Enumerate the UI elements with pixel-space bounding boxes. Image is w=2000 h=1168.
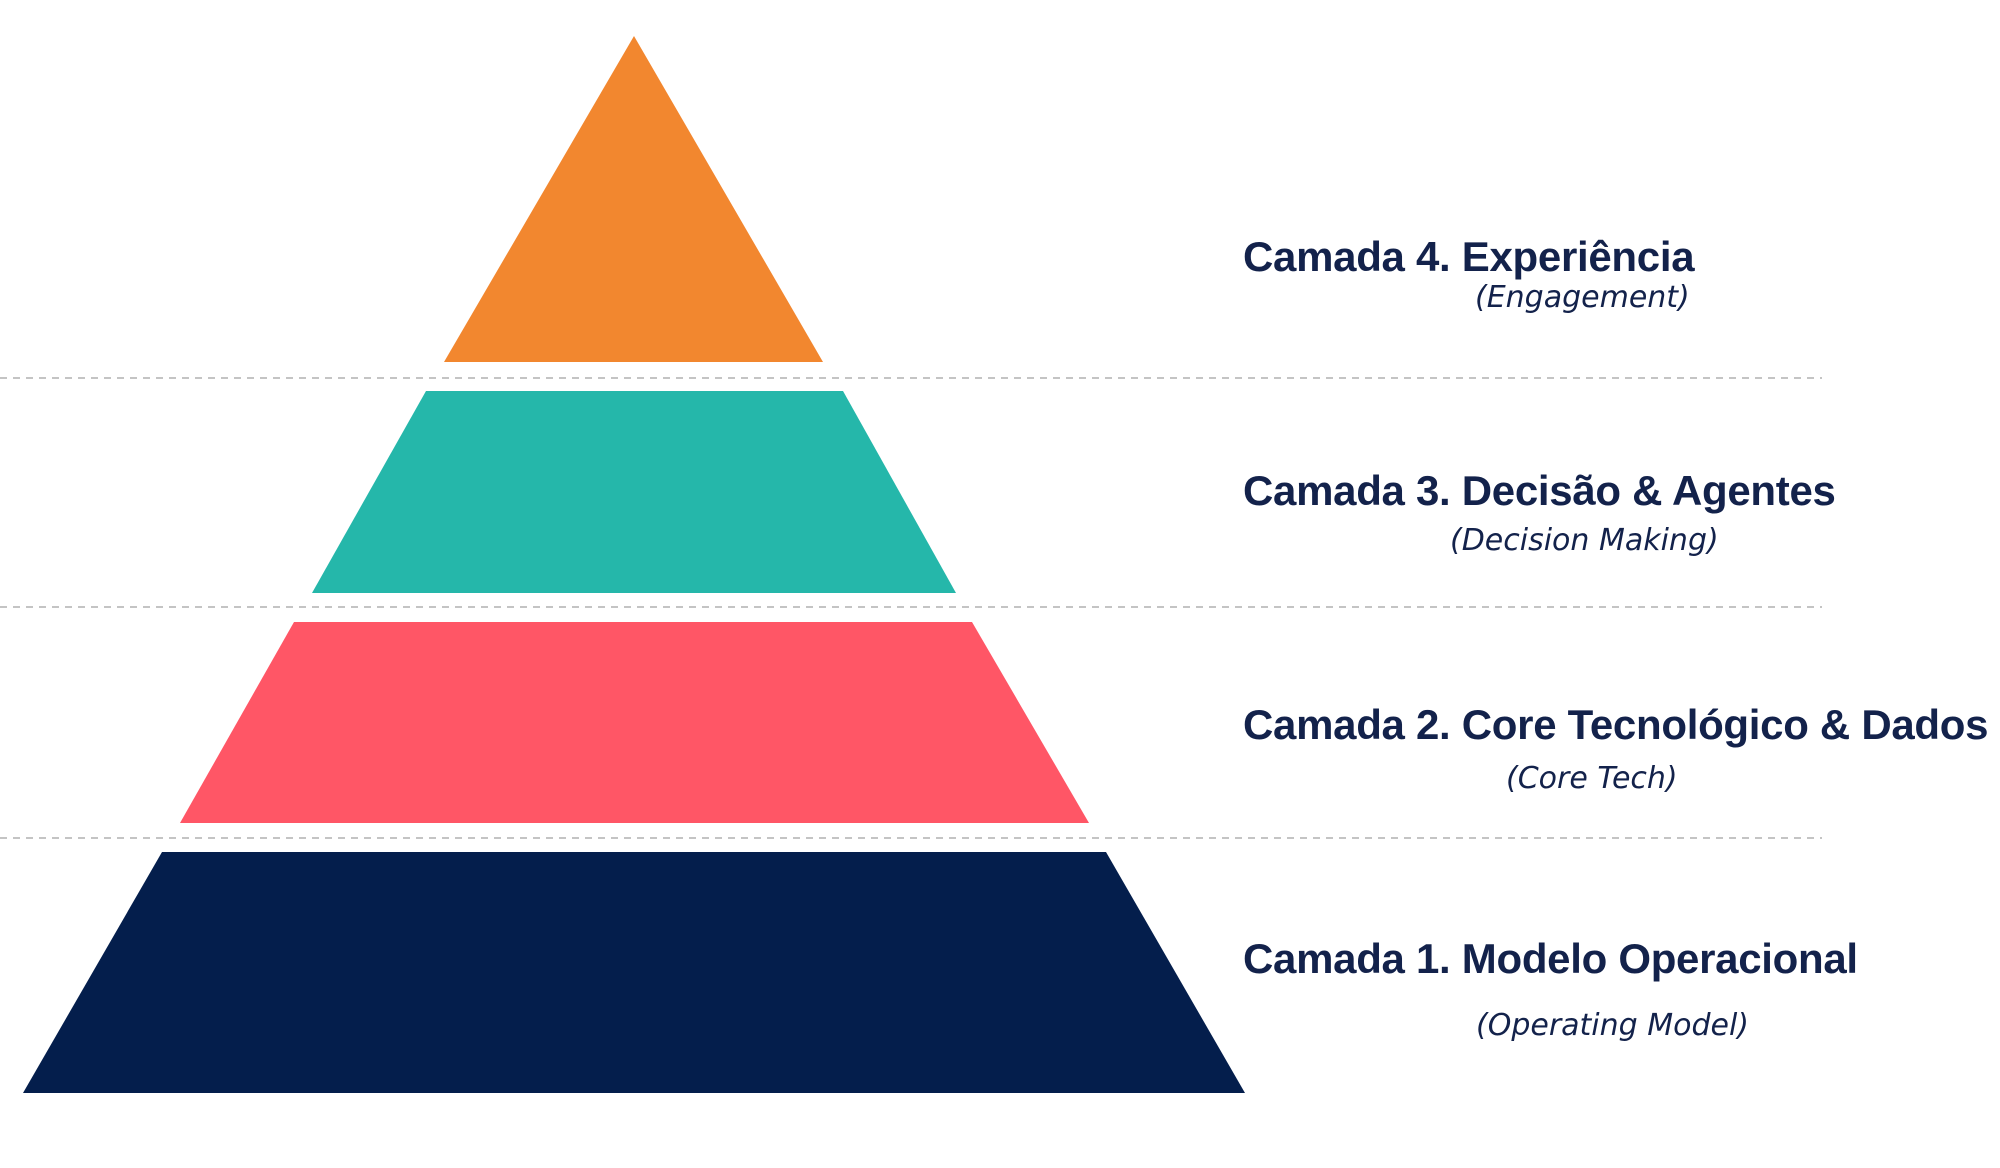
pyramid-tier-2 [180,622,1089,823]
layer-2-title: Camada 2. Core Tecnológico & Dados [1243,701,1989,748]
pyramid-tier-4 [444,36,823,362]
layer-2-subtitle: (Core Tech) [1506,761,1678,796]
layer-3-subtitle: (Decision Making) [1450,523,1719,558]
layer-4-subtitle: (Engagement) [1475,280,1690,315]
layer-4-title: Camada 4. Experiência [1243,233,1695,280]
layer-1-subtitle: (Operating Model) [1476,1008,1750,1043]
pyramid-tier-3 [312,391,956,593]
pyramid-tier-1 [23,852,1245,1093]
layer-1-title: Camada 1. Modelo Operacional [1243,935,1858,982]
layer-3-title: Camada 3. Decisão & Agentes [1243,467,1836,514]
